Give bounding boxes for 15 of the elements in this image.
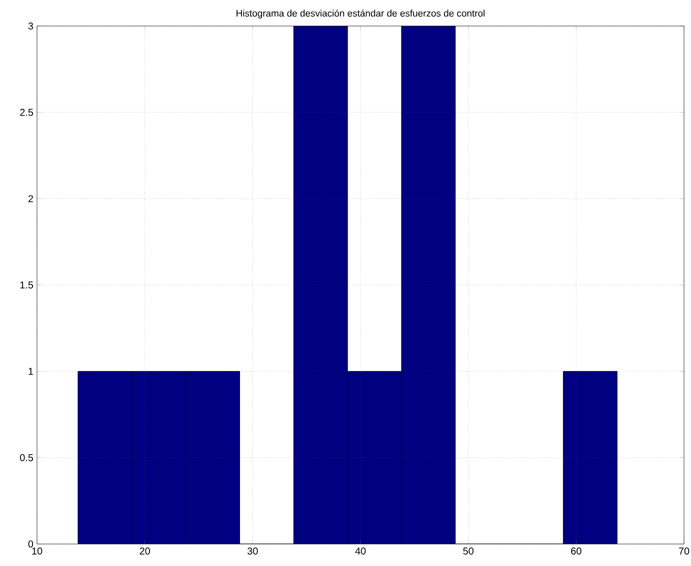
chart-title: Histograma de desviación estándar de esfuerzos de control — [236, 10, 485, 18]
y-tick-label: 0.5 — [20, 454, 34, 462]
x-tick-label: 30 — [248, 548, 258, 555]
y-tick-label: 1.5 — [20, 282, 34, 288]
x-tick-label: 40 — [355, 548, 366, 555]
y-tick-label: 1 — [28, 368, 33, 375]
y-tick-label: 2.5 — [20, 108, 34, 116]
x-tick-label: 10 — [32, 548, 42, 555]
x-tick-label: 50 — [463, 548, 474, 555]
x-tick-label: 60 — [571, 548, 582, 555]
x-tick-label: 70 — [678, 548, 690, 555]
y-tick-label: 2 — [28, 195, 33, 202]
x-tick-label: 20 — [140, 548, 150, 555]
y-tick-label: 3 — [28, 22, 34, 30]
y-tick-label: 0 — [28, 540, 34, 548]
